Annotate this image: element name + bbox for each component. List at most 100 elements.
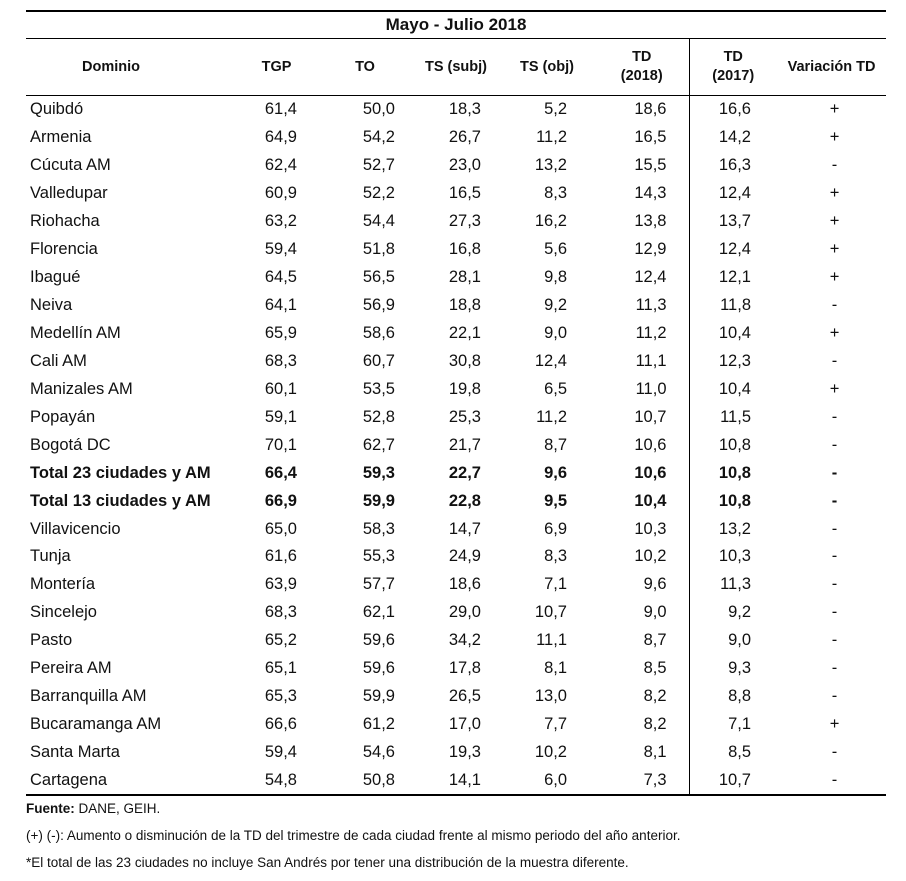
cell-tgp: 66,4 [264,463,297,482]
cell-ts-subj: 18,3 [448,100,481,119]
table-row: Pasto 65,2 59,6 34,2 11,1 8,7 9,0 - [26,626,886,655]
cell-td-2017: 14,2 [688,123,777,152]
cell-tgp: 64,1 [264,296,297,315]
cell-td-2018: 8,5 [643,659,667,678]
table-row: Armenia 64,9 54,2 26,7 11,2 16,5 14,2 + [26,123,886,152]
cell-ts-subj: 17,0 [448,715,481,734]
cell-to: 61,2 [362,715,395,734]
cell-dominio: Neiva [30,296,73,315]
cell-variacion-td: - [831,603,838,622]
cell-variacion-td: - [831,687,838,706]
cell-td-2018: 11,1 [635,351,667,370]
cell-ts-obj: 13,2 [534,156,567,175]
cell-ts-obj: 11,1 [536,631,567,650]
cell-dominio: Cúcuta AM [30,156,111,175]
cell-td-2017: 9,3 [688,654,777,683]
cell-variacion-td: - [831,351,838,370]
cell-ts-subj: 25,3 [448,407,481,426]
cell-tgp: 65,1 [264,659,297,678]
cell-ts-subj: 26,5 [448,687,481,706]
cell-variacion-td: + [829,323,840,342]
cell-td-2018: 13,8 [634,212,667,231]
cell-variacion-td: - [831,296,838,315]
cell-td-2017: 10,3 [688,543,777,571]
cell-variacion-td: - [831,575,838,594]
cell-ts-subj: 22,8 [448,491,481,510]
table-row: Manizales AM 60,1 53,5 19,8 6,5 11,0 10,4 + [26,375,886,404]
cell-to: 59,9 [362,491,395,510]
cell-tgp: 63,2 [264,212,297,231]
cell-tgp: 68,3 [264,603,297,622]
header-tgp: TGP [236,38,317,96]
cell-variacion-td: - [831,156,838,175]
cell-dominio: Sincelejo [30,603,97,622]
cell-dominio: Bucaramanga AM [30,715,162,734]
cell-variacion-td: + [829,100,840,119]
cell-td-2017: 10,8 [688,431,777,460]
table-notes: Fuente: DANE, GEIH. (+) (-): Aumento o d… [26,795,886,876]
cell-dominio: Total 13 ciudades y AM [30,491,211,510]
cell-to: 59,6 [362,659,395,678]
cell-td-2018: 10,3 [634,519,667,538]
cell-to: 56,5 [362,268,395,287]
table-title: Mayo - Julio 2018 [26,10,887,39]
cell-variacion-td: + [829,379,840,398]
cell-td-2018: 11,2 [635,323,667,342]
cell-tgp: 64,9 [264,128,297,147]
cell-variacion-td: + [829,268,840,287]
cell-dominio: Santa Marta [30,743,120,762]
cell-tgp: 60,1 [264,379,297,398]
header-td-2018-line1: TD [632,49,652,65]
header-td-2018: TD (2018) [595,38,689,96]
cell-dominio: Montería [30,575,96,594]
cell-ts-obj: 11,2 [536,407,567,426]
cell-dominio: Valledupar [30,184,108,203]
cell-td-2017: 7,1 [688,710,777,739]
cell-to: 62,1 [362,603,395,622]
cell-tgp: 65,0 [264,519,297,538]
cell-ts-subj: 26,7 [448,128,481,147]
cell-to: 50,8 [317,766,413,797]
cell-dominio: Riohacha [30,212,100,231]
cell-ts-subj: 17,8 [448,659,481,678]
cell-tgp: 62,4 [264,156,297,175]
cell-dominio: Total 23 ciudades y AM [30,463,211,482]
cell-td-2017: 10,7 [688,766,777,797]
header-to: TO [317,38,413,96]
cell-ts-obj: 13,0 [534,687,567,706]
cell-dominio: Villavicencio [30,519,121,538]
table-row: Bogotá DC 70,1 62,7 21,7 8,7 10,6 10,8 - [26,431,886,460]
cell-to: 52,2 [362,184,395,203]
cell-td-2018: 8,2 [643,715,667,734]
table-row: Riohacha 63,2 54,4 27,3 16,2 13,8 13,7 + [26,207,886,236]
cell-variacion-td: - [831,435,838,454]
cell-td-2017: 16,3 [688,151,777,180]
table-body: Quibdó 61,4 50,0 18,3 5,2 18,6 16,6 + Armenia 64,… [26,95,887,797]
source-label: Fuente: [26,801,75,816]
table-row: Bucaramanga AM 66,6 61,2 17,0 7,7 8,2 7,1 + [26,710,886,739]
cell-td-2018: 9,0 [643,603,667,622]
cell-ts-subj: 30,8 [448,351,481,370]
table-row: Cali AM 68,3 60,7 30,8 12,4 11,1 12,3 - [26,347,886,376]
table-row: Cartagena 54,8 50,8 14,1 6,0 7,3 10,7- [26,766,887,797]
cell-dominio: Manizales AM [30,379,133,398]
cell-ts-obj: 16,2 [534,212,567,231]
cell-to: 60,7 [362,351,395,370]
cell-td-2018: 8,7 [643,631,667,650]
cell-ts-subj: 21,7 [448,435,481,454]
cell-td-2018: 11,0 [635,379,667,398]
cell-to: 58,3 [362,519,395,538]
cell-dominio: Bogotá DC [30,435,111,454]
cell-to: 59,9 [362,687,395,706]
cell-to: 54,2 [362,128,395,147]
cell-tgp: 59,1 [264,407,297,426]
cell-ts-subj: 19,8 [448,379,481,398]
cell-ts-obj: 8,7 [544,435,567,454]
cell-ts-subj: 19,3 [448,743,481,762]
header-td-2017: TD (2017) [688,38,777,96]
cell-ts-obj: 6,9 [544,519,567,538]
cell-td-2017: 16,6 [688,95,777,124]
cell-ts-subj: 16,5 [448,184,481,203]
cell-ts-obj: 12,4 [534,351,567,370]
header-row: Dominio TGP TO TS (subj) TS (obj) TD (20… [26,38,887,96]
